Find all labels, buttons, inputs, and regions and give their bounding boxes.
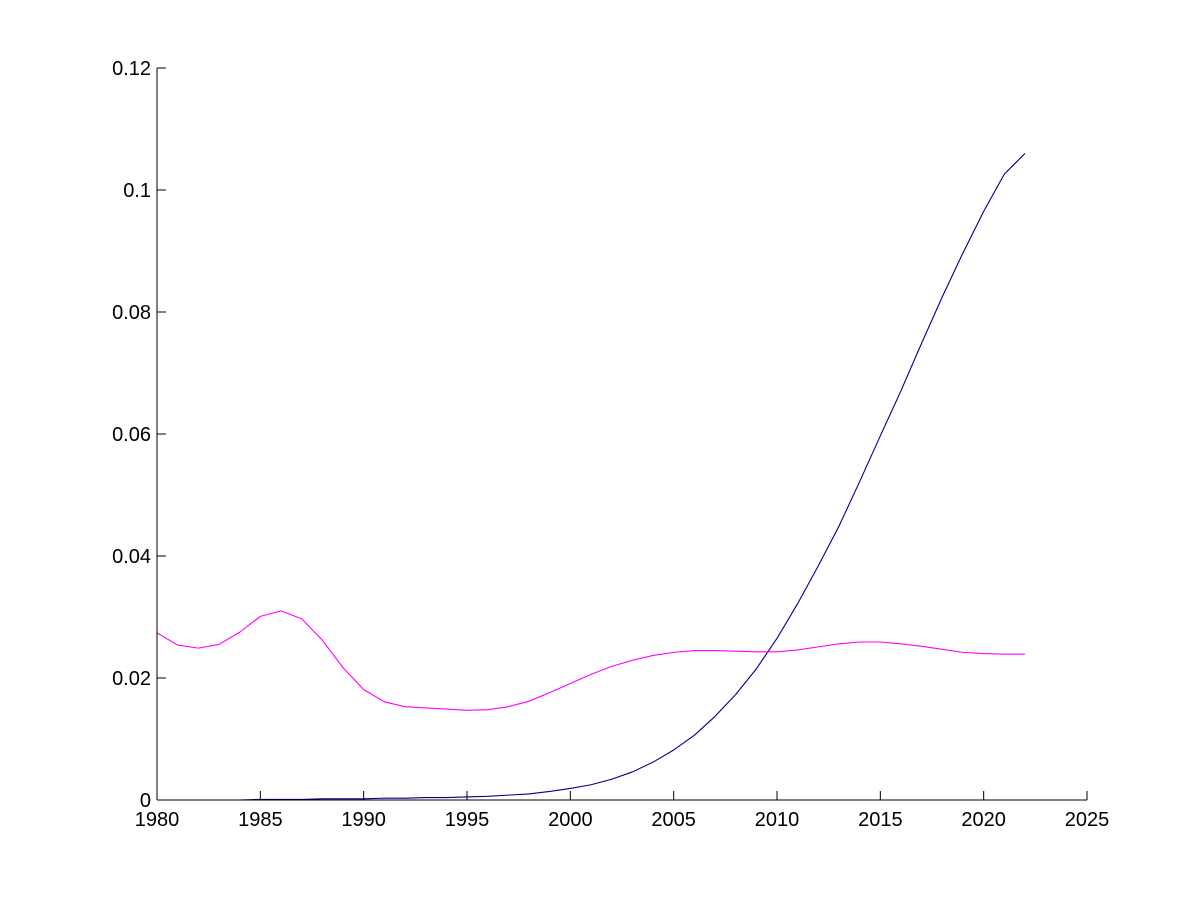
y-tick-label: 0.06	[112, 424, 151, 446]
series-line-1	[157, 153, 1026, 801]
y-tick-label: 0.1	[123, 180, 151, 202]
y-tick-label: 0	[140, 790, 151, 812]
x-tick-label: 1985	[238, 809, 283, 831]
x-tick-label: 2000	[548, 809, 593, 831]
x-tick-label: 2010	[755, 809, 800, 831]
y-tick-label: 0.02	[112, 668, 151, 690]
x-tick-label: 2020	[961, 809, 1006, 831]
x-tick-label: 1990	[341, 809, 386, 831]
axes-layer	[156, 67, 1088, 801]
y-tick-label: 0.12	[112, 58, 151, 80]
x-tick-label: 2015	[858, 809, 903, 831]
y-tick-label: 0.04	[112, 546, 151, 568]
series-layer	[156, 153, 1026, 801]
tick-labels-layer: 1980 1985 1990 1995 2000 2005 2010 2015 2020 2025…	[112, 58, 1109, 831]
x-tick-label: 2005	[651, 809, 696, 831]
x-tick-label: 1995	[445, 809, 490, 831]
series-line-2	[156, 610, 1025, 711]
x-tick-label: 2025	[1065, 809, 1110, 831]
y-tick-label: 0.08	[112, 302, 151, 324]
x-tick-label: 1980	[135, 809, 180, 831]
